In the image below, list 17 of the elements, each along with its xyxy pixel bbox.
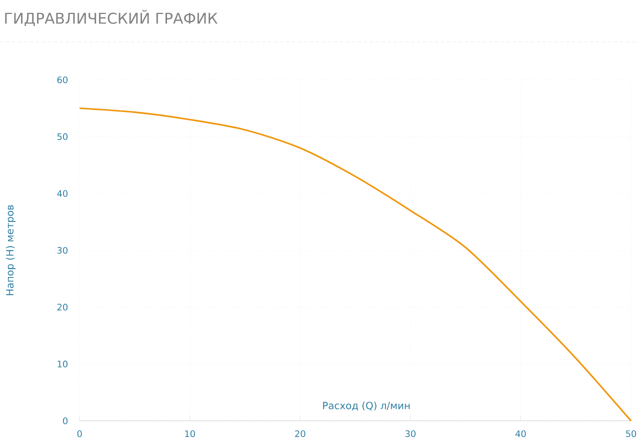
- x-tick-label: 0: [77, 430, 82, 438]
- y-tick-label: 0: [63, 418, 68, 424]
- x-axis-title: Расход (Q) л/мин: [323, 402, 410, 411]
- y-axis-title: Напор (H) метров: [6, 205, 16, 296]
- chart-title: ГИДРАВЛИЧЕСКИЙ ГРАФИК: [5, 10, 218, 26]
- x-tick-label: 20: [295, 430, 306, 438]
- x-tick-label: 30: [405, 430, 416, 438]
- x-tick-label: 10: [185, 430, 195, 438]
- x-tick-label: 50: [626, 430, 636, 438]
- y-tick-label: 10: [58, 360, 68, 368]
- y-tick-label: 50: [57, 133, 68, 140]
- x-tick-label: 40: [515, 430, 526, 438]
- y-tick-label: 20: [57, 304, 68, 311]
- y-tick-label: 40: [57, 190, 68, 198]
- y-tick-label: 30: [57, 247, 68, 254]
- y-tick-label: 60: [57, 76, 68, 84]
- line-series: [78, 108, 632, 422]
